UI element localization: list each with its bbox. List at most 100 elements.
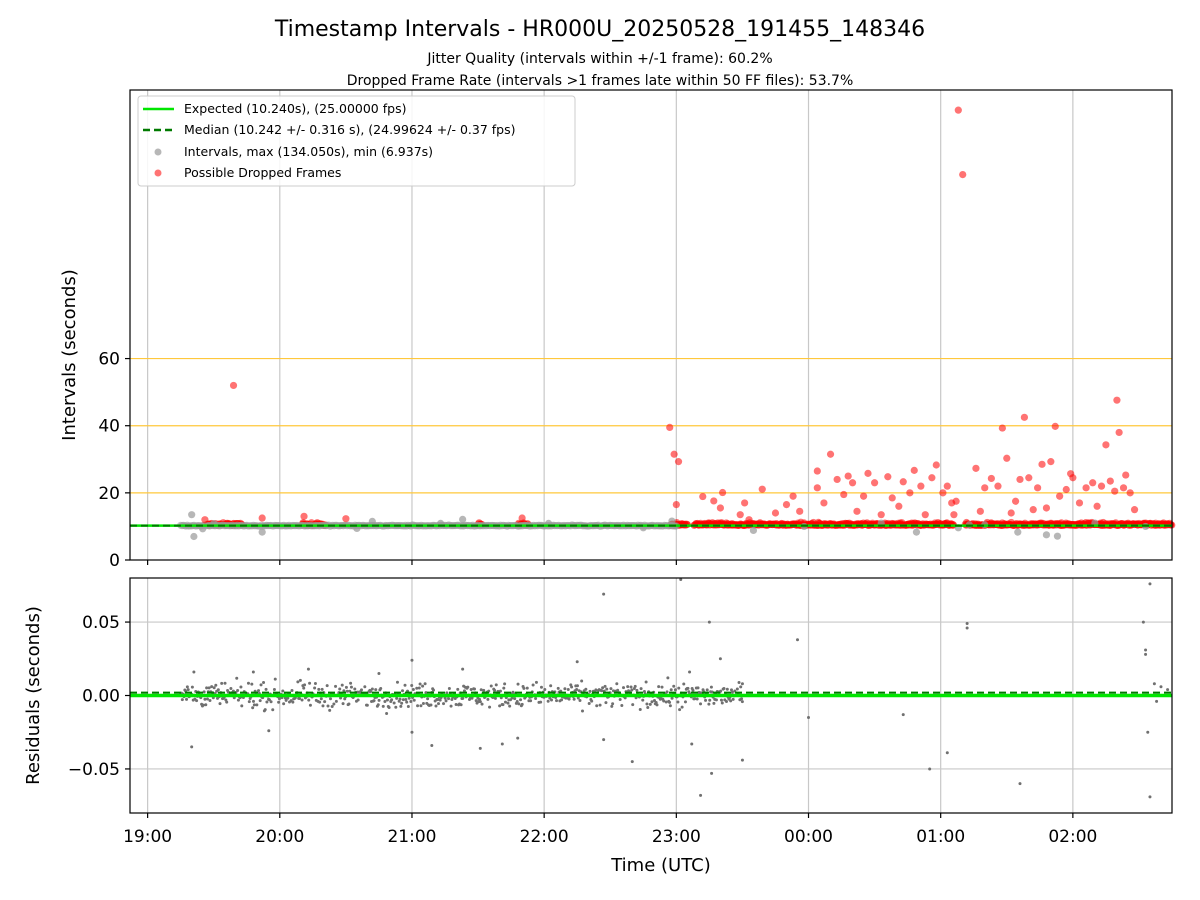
residual-point [202,690,206,694]
dropped-frame-point [906,489,914,497]
dropped-frame-point [877,511,885,519]
dropped-frame-point [1020,413,1029,421]
residual-point [251,706,255,710]
residuals-ticks: 0.05 0.00 −0.05 19:00 20:00 21:00 22:00 23:00 00… [68,613,1097,847]
residual-point [208,698,212,702]
dropped-frame-point [1126,489,1134,497]
residual-point [454,702,458,706]
residual-point [1141,620,1145,624]
interval-point [368,517,376,525]
residual-point [665,690,669,694]
dropped-frame-point [954,106,962,114]
residual-point [482,688,486,692]
dropped-frame-point [300,512,308,520]
residual-point [466,685,470,689]
residual-point [387,705,391,709]
residual-point [246,681,250,685]
residual-point [719,698,723,702]
residual-point [648,702,652,706]
interval-point [188,511,196,519]
residual-point [416,704,420,708]
residual-point [710,771,714,775]
residual-point [379,686,383,690]
residual-point [1146,730,1150,734]
dropped-frame-point [952,497,960,505]
residual-point [575,688,579,692]
residual-point [180,698,184,702]
residual-point [630,760,634,764]
dropped-frame-point [1062,485,1070,494]
residual-point [330,705,334,709]
residual-point [218,702,222,706]
residuals-panel: 0.05 0.00 −0.05 19:00 20:00 21:00 22:00 23:00 00… [23,577,1173,876]
residual-point [438,698,442,702]
residual-point [286,696,290,700]
dropped-frame-point [895,502,903,510]
residual-point [334,699,338,703]
residual-point [669,688,673,692]
residual-point [374,688,378,692]
residual-point [417,686,421,690]
dropped-frame-point [718,488,727,497]
residual-point [385,698,389,702]
residual-point [603,684,607,688]
dropped-frame-point [864,469,872,477]
dropped-frame-point [1130,506,1139,514]
residual-point [645,702,649,706]
residual-point [610,704,614,708]
residual-point [313,681,317,685]
dropped-frame-point [950,511,958,519]
dropped-frame-point [1056,492,1064,500]
interval-point [1014,528,1022,536]
dropped-frame-point [771,509,780,517]
residual-point [605,687,609,691]
residual-point [478,700,482,704]
residual-point [735,687,739,691]
residual-point [531,683,535,687]
dropped-frame-point [813,484,821,492]
residual-point [298,696,302,700]
residual-point [323,700,327,704]
dropped-frame-point [1011,497,1020,505]
dropped-frame-point [1115,428,1123,437]
residual-point [272,688,276,692]
legend-median-label: Median (10.242 +/- 0.316 s), (24.99624 +… [184,122,515,137]
residual-point [296,680,300,684]
dropped-frame-point [782,501,791,509]
residual-point [673,688,677,692]
residual-point [447,697,451,701]
residual-point [611,702,615,706]
residual-point [704,698,708,702]
dropped-frame-point [888,494,896,502]
dropped-frame-point [1029,506,1037,514]
residual-point [308,703,312,707]
residual-point [300,698,304,702]
residual-point [381,704,385,708]
residual-point [342,689,346,693]
residual-point [695,697,699,701]
residual-point [307,698,311,702]
residual-point [399,704,403,708]
residual-point [664,700,668,704]
residuals-expected-lines [130,691,1172,698]
residual-point [602,738,606,742]
residual-point [1018,782,1022,786]
interval-point [668,517,676,525]
residual-point [190,745,194,749]
legend-intervals-label: Intervals, max (134.050s), min (6.937s) [184,144,433,159]
dropped-frame-point [921,511,929,519]
residual-point [203,697,207,701]
dropped-frame-point [833,475,841,484]
residual-point [192,670,196,674]
residual-point [338,687,342,691]
residual-point [739,685,743,689]
x-tick-label: 01:00 [916,827,965,847]
residual-point [807,716,811,720]
residual-point [677,686,681,690]
residual-point [247,700,251,704]
residual-point [313,686,317,690]
residual-point [550,698,554,702]
residual-point [740,700,744,704]
residual-point [251,699,255,703]
dropped-frame-point [981,484,989,492]
